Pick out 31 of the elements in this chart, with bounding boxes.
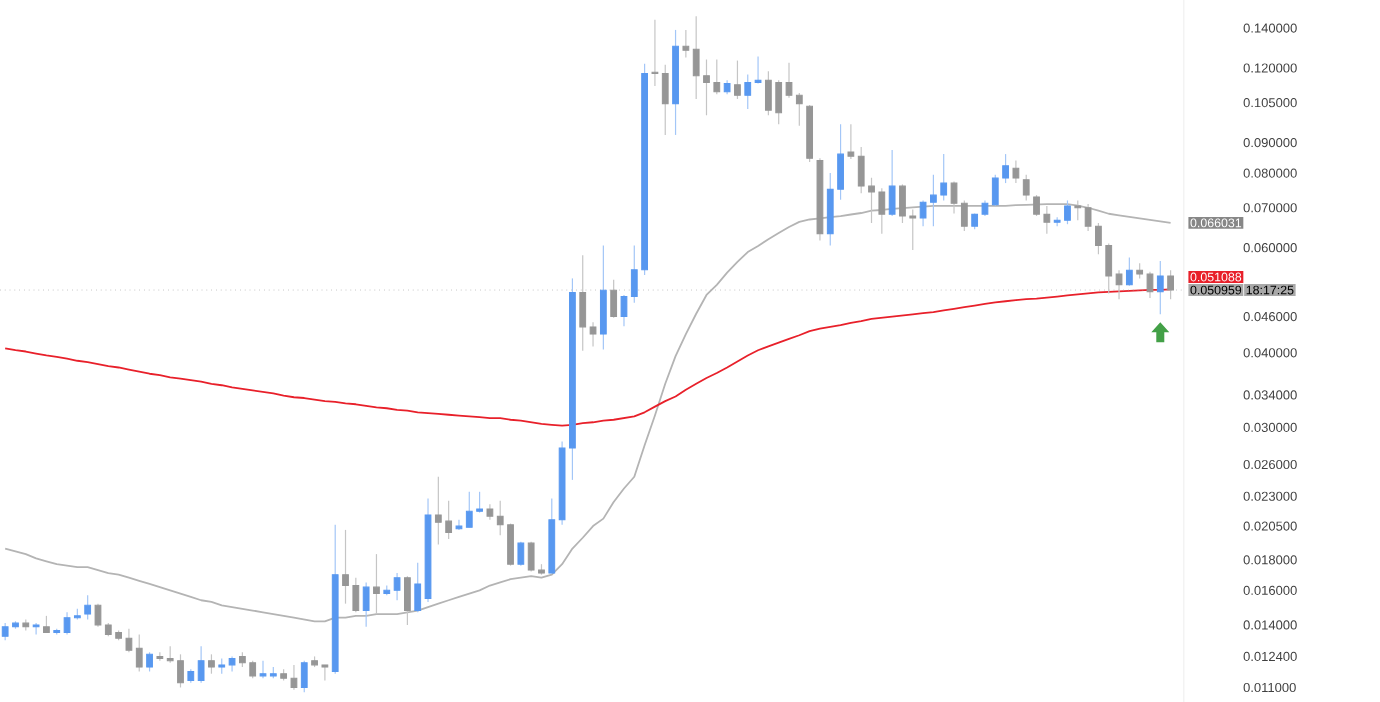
candlestick [1012,159,1020,184]
candlestick [1125,256,1133,287]
candlestick [661,64,669,136]
candlestick [579,254,587,352]
candlestick [1156,260,1164,315]
candlestick [197,645,205,684]
candlestick [156,651,164,662]
candlestick [1167,269,1174,300]
candlestick [404,575,411,626]
candlestick [734,59,741,100]
candlestick [1115,269,1123,300]
candlestick [599,244,607,351]
candlestick [1022,174,1030,202]
candlestick [362,581,370,628]
candlestick [754,55,762,85]
candlestick [682,29,690,59]
candlestick [610,279,618,319]
candlestick [589,321,597,348]
candlestick [146,651,153,673]
candlestick [1074,199,1082,221]
candlestick [84,594,92,621]
candlestick [744,73,752,110]
candlestick [300,660,308,693]
candlestick [32,622,40,635]
candlestick [393,572,401,601]
candlestick [208,653,215,675]
candlestick [651,19,659,87]
candlestick [135,633,143,673]
candlestick [888,149,896,217]
candlestick [847,123,855,160]
candlestick [373,553,380,615]
